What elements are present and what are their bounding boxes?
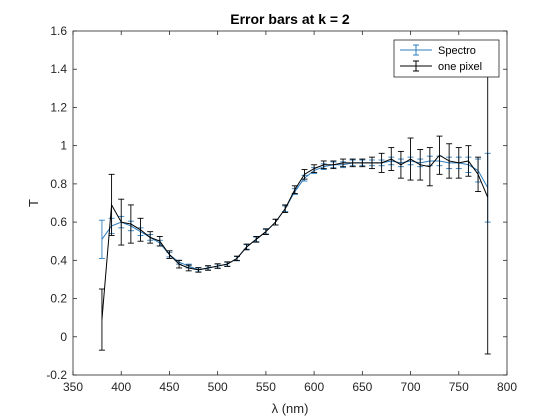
chart-title: Error bars at k = 2 xyxy=(230,11,350,27)
series-line xyxy=(101,154,489,320)
y-tick-label: 1.2 xyxy=(50,100,67,114)
y-tick-label: 1.4 xyxy=(50,62,67,76)
y-tick-label: 0.8 xyxy=(50,177,67,191)
x-tick-label: 600 xyxy=(304,380,324,394)
chart-axes: 350 400 450 500 550 600 650 700 750 800 -0.2 0 0.2 0.… xyxy=(46,24,517,394)
legend-entry-0: Spectro xyxy=(400,44,476,57)
chart-marks xyxy=(98,40,491,355)
x-tick-label: 800 xyxy=(497,380,517,394)
plot-area xyxy=(73,31,507,375)
legend-entry-1: one pixel xyxy=(400,60,482,73)
legend-label: Spectro xyxy=(438,45,476,57)
y-tick-label: 1.6 xyxy=(50,24,67,38)
x-tick-label: 450 xyxy=(159,380,179,394)
x-tick-label: 550 xyxy=(256,380,276,394)
y-tick-label: 0.4 xyxy=(50,253,67,267)
x-tick-label: 650 xyxy=(352,380,372,394)
x-tick-label: 700 xyxy=(401,380,421,394)
legend-box xyxy=(393,39,500,78)
x-tick-label: 500 xyxy=(208,380,228,394)
axes-box xyxy=(72,30,508,376)
y-tick-label: -0.2 xyxy=(46,368,67,382)
x-tick-label: 350 xyxy=(63,380,83,394)
y-tick-label: 0.2 xyxy=(50,292,67,306)
x-axis-title: λ (nm) xyxy=(272,401,309,416)
y-axis-title: T xyxy=(26,199,41,207)
chart-legend: Spectro one pixel xyxy=(393,39,500,78)
x-tick-label: 400 xyxy=(111,380,131,394)
y-tick-label: 0.6 xyxy=(50,215,67,229)
series-1 xyxy=(98,40,491,355)
y-tick-label: 1 xyxy=(60,139,67,153)
y-tick-label: 0 xyxy=(60,330,67,344)
legend-label: one pixel xyxy=(438,61,482,73)
x-tick-label: 750 xyxy=(449,380,469,394)
